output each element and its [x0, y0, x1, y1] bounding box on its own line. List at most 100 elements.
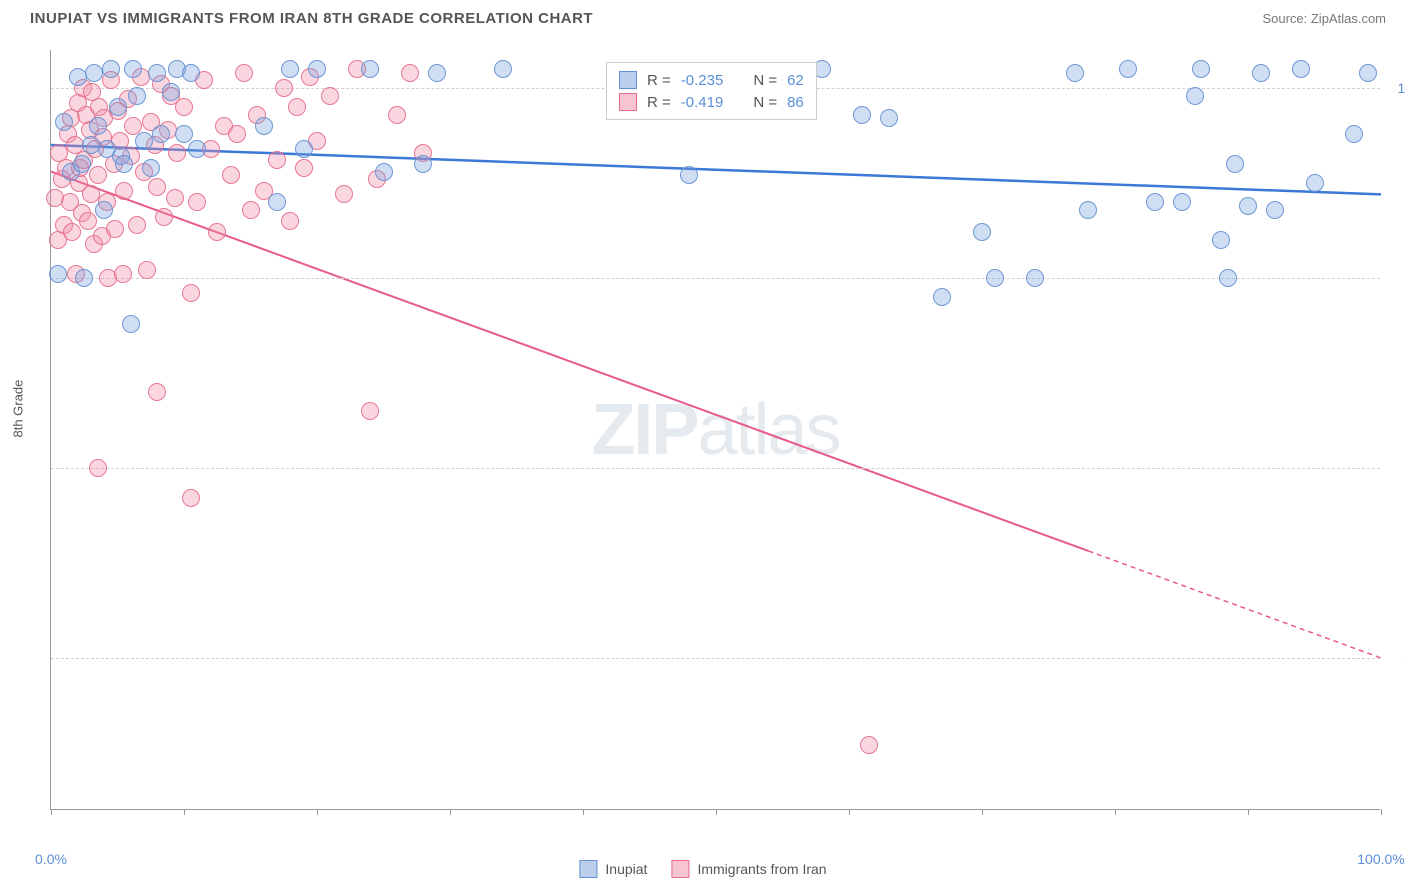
scatter-point-pink — [388, 106, 406, 124]
n-value: 62 — [787, 72, 804, 89]
scatter-point-pink — [860, 736, 878, 754]
scatter-point-pink — [155, 208, 173, 226]
scatter-point-pink — [275, 79, 293, 97]
scatter-point-blue — [148, 64, 166, 82]
trend-line-blue — [51, 145, 1381, 194]
n-label: N = — [753, 94, 777, 111]
x-tick — [849, 809, 850, 815]
legend-blue-label: Inupiat — [605, 861, 647, 877]
x-tick — [51, 809, 52, 815]
scatter-point-blue — [124, 60, 142, 78]
gridline-h — [51, 468, 1380, 469]
scatter-point-blue — [49, 265, 67, 283]
scatter-point-blue — [162, 83, 180, 101]
scatter-point-blue — [986, 269, 1004, 287]
x-tick — [982, 809, 983, 815]
n-label: N = — [753, 72, 777, 89]
scatter-point-blue — [1186, 87, 1204, 105]
scatter-point-pink — [128, 216, 146, 234]
scatter-point-blue — [255, 117, 273, 135]
x-tick — [450, 809, 451, 815]
scatter-point-blue — [89, 117, 107, 135]
scatter-point-blue — [1146, 193, 1164, 211]
scatter-point-pink — [321, 87, 339, 105]
scatter-point-blue — [55, 113, 73, 131]
scatter-point-pink — [175, 98, 193, 116]
scatter-point-pink — [114, 265, 132, 283]
scatter-point-blue — [1066, 64, 1084, 82]
scatter-point-blue — [428, 64, 446, 82]
stats-box: R =-0.235N =62R =-0.419N =86 — [606, 62, 817, 120]
scatter-point-blue — [361, 60, 379, 78]
scatter-point-pink — [115, 182, 133, 200]
scatter-point-blue — [680, 166, 698, 184]
source-attribution: Source: ZipAtlas.com — [1262, 11, 1386, 26]
scatter-point-pink — [106, 220, 124, 238]
scatter-point-pink — [361, 402, 379, 420]
scatter-point-blue — [109, 98, 127, 116]
scatter-point-blue — [1292, 60, 1310, 78]
legend-bottom: Inupiat Immigrants from Iran — [579, 860, 826, 878]
scatter-point-pink — [148, 383, 166, 401]
scatter-point-blue — [1345, 125, 1363, 143]
r-value: -0.235 — [681, 72, 724, 89]
gridline-h — [51, 278, 1380, 279]
x-tick — [317, 809, 318, 815]
scatter-point-blue — [1119, 60, 1137, 78]
x-tick-label: 100.0% — [1357, 851, 1404, 867]
scatter-point-pink — [63, 223, 81, 241]
scatter-point-pink — [281, 212, 299, 230]
legend-item-inupiat: Inupiat — [579, 860, 647, 878]
scatter-point-blue — [494, 60, 512, 78]
scatter-point-pink — [228, 125, 246, 143]
scatter-point-pink — [182, 284, 200, 302]
x-tick — [184, 809, 185, 815]
scatter-point-pink — [295, 159, 313, 177]
scatter-point-blue — [73, 155, 91, 173]
scatter-point-blue — [175, 125, 193, 143]
r-label: R = — [647, 94, 671, 111]
scatter-point-blue — [1212, 231, 1230, 249]
scatter-point-blue — [152, 125, 170, 143]
stats-row-pink: R =-0.419N =86 — [619, 91, 804, 113]
scatter-point-blue — [281, 60, 299, 78]
swatch-pink-icon — [619, 93, 637, 111]
scatter-point-blue — [182, 64, 200, 82]
scatter-point-blue — [1359, 64, 1377, 82]
trend-line-pink — [51, 172, 1088, 551]
scatter-point-pink — [268, 151, 286, 169]
legend-item-iran: Immigrants from Iran — [671, 860, 826, 878]
scatter-point-blue — [933, 288, 951, 306]
scatter-point-blue — [1226, 155, 1244, 173]
trend-line-pink-dashed — [1088, 551, 1381, 658]
legend-pink-label: Immigrants from Iran — [697, 861, 826, 877]
scatter-point-blue — [1252, 64, 1270, 82]
scatter-point-blue — [135, 132, 153, 150]
scatter-point-blue — [1173, 193, 1191, 211]
scatter-point-pink — [288, 98, 306, 116]
scatter-point-blue — [1079, 201, 1097, 219]
scatter-point-blue — [1239, 197, 1257, 215]
scatter-point-pink — [182, 489, 200, 507]
scatter-point-pink — [222, 166, 240, 184]
scatter-point-pink — [168, 144, 186, 162]
scatter-point-pink — [335, 185, 353, 203]
swatch-pink-icon — [671, 860, 689, 878]
x-tick — [1381, 809, 1382, 815]
scatter-point-pink — [166, 189, 184, 207]
scatter-point-blue — [1026, 269, 1044, 287]
scatter-point-pink — [138, 261, 156, 279]
scatter-point-blue — [85, 64, 103, 82]
scatter-point-blue — [82, 136, 100, 154]
scatter-point-pink — [235, 64, 253, 82]
scatter-point-blue — [295, 140, 313, 158]
scatter-point-blue — [122, 315, 140, 333]
scatter-point-blue — [973, 223, 991, 241]
y-axis-label: 8th Grade — [11, 380, 26, 438]
scatter-point-blue — [268, 193, 286, 211]
r-value: -0.419 — [681, 94, 724, 111]
stats-row-blue: R =-0.235N =62 — [619, 69, 804, 91]
x-tick — [583, 809, 584, 815]
scatter-point-blue — [128, 87, 146, 105]
x-tick — [1248, 809, 1249, 815]
